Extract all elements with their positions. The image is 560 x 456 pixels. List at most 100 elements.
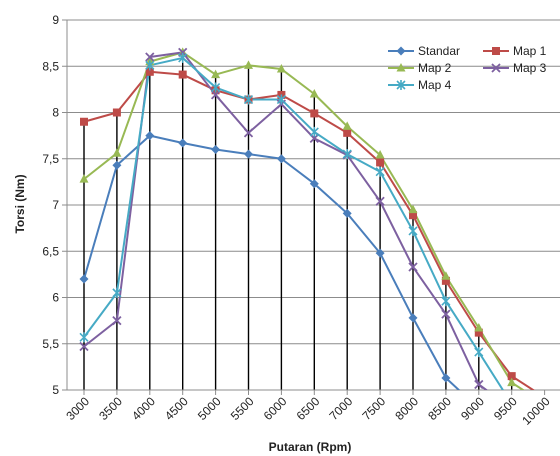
data-point-map-2 [474,323,484,332]
data-point-map-3 [309,133,319,144]
x-tick-label: 6000 [261,394,290,423]
data-point-map-4 [211,82,221,93]
data-point-map-1 [178,70,187,79]
data-point-map-1 [474,328,483,337]
y-tick-label: 5 [52,383,59,397]
data-point-map-4 [79,332,89,343]
legend-label: Map 4 [418,78,452,92]
data-point-map-2 [441,271,451,280]
data-point-map-3 [243,128,254,138]
y-tick-labels: 5 5,5 6 6,5 7 7,5 8 8,5 9 [42,13,59,397]
data-point-map-1 [507,372,516,381]
data-point-map-3 [112,315,122,326]
data-point-map-4 [178,52,188,63]
data-point-map-3 [145,52,155,62]
data-point-standar [375,248,385,258]
data-point-standar [112,160,122,170]
legend-label: Map 1 [513,44,547,58]
data-point-standar [244,149,253,159]
y-tick-label: 8,5 [42,59,59,73]
x-tick-label: 5000 [195,394,224,423]
drop-lines [83,52,513,390]
x-tick-label: 10000 [519,394,553,428]
data-point-map-2 [309,89,319,98]
y-tick-label: 5,5 [42,337,59,351]
legend-label: Map 3 [513,61,547,75]
x-tick-label: 8500 [425,394,454,423]
legend-swatch-marker [396,80,406,90]
x-tick-label: 4000 [129,394,158,423]
y-axis-title: Torsi (Nm) [13,174,27,233]
data-point-standar [408,313,418,323]
x-tick-label: 3500 [96,394,125,423]
legend: Standar Map 1 Map 2 Map 3 Map 4 [388,44,547,92]
data-point-standar [309,179,319,189]
data-point-standar [79,274,89,284]
data-point-map-4 [474,347,484,358]
data-point-standar [145,131,155,141]
data-point-map-4 [408,225,418,236]
series-markers [79,47,517,390]
x-tick-label: 7500 [359,394,388,423]
data-point-map-4 [342,149,352,160]
y-tick-label: 9 [52,13,59,27]
data-point-map-3 [408,262,418,272]
data-point-map-4 [243,94,254,105]
y-tick-label: 7 [52,198,59,212]
series-line-map-3 [83,51,489,390]
data-point-map-1 [112,108,121,117]
legend-swatch-marker [491,63,501,73]
legend-label: Standar [418,44,460,58]
data-point-map-3 [79,341,89,352]
data-point-map-1 [310,109,319,118]
data-point-map-4 [441,296,451,307]
x-tick-label: 9500 [491,394,520,423]
x-tick-label: 7000 [327,394,356,423]
data-point-map-2 [244,60,253,69]
data-point-map-4 [145,60,155,71]
axes [62,19,560,395]
data-point-standar [441,373,451,383]
data-point-map-3 [474,379,484,390]
data-point-map-1 [80,117,88,126]
x-tick-label: 9000 [458,394,487,423]
y-tick-label: 8 [52,106,59,120]
y-tick-label: 6 [52,291,59,305]
x-tick-label: 5500 [228,394,257,423]
data-point-map-2 [408,204,418,214]
legend-swatch-marker [492,47,500,55]
legend-swatch-marker [396,46,406,56]
data-point-map-4 [112,287,122,298]
data-point-map-4 [375,166,385,177]
y-tick-label: 6,5 [42,244,59,258]
data-point-map-3 [375,196,385,206]
x-tick-label: 4500 [162,394,191,423]
legend-swatch-marker [396,63,406,72]
data-point-map-2 [112,148,122,157]
data-point-map-3 [441,309,451,319]
y-tick-label: 7,5 [42,152,59,166]
data-point-standar [276,154,286,164]
data-point-map-4 [276,94,286,105]
data-point-map-3 [210,90,221,100]
gridlines [67,19,560,391]
data-point-map-1 [409,211,417,220]
data-point-map-2 [375,150,385,159]
data-point-map-2 [342,121,352,130]
x-tick-label: 6500 [294,394,323,423]
data-point-map-4 [309,126,319,137]
series-line-map-4 [83,56,505,390]
x-tick-label: 3000 [63,394,92,423]
data-point-map-2 [276,64,286,73]
data-point-map-1 [441,276,450,285]
legend-label: Map 2 [418,61,452,75]
x-axis-title: Putaran (Rpm) [269,440,352,454]
data-point-map-1 [343,128,352,137]
data-point-standar [178,138,188,148]
data-point-map-1 [376,158,385,167]
data-point-map-1 [145,67,154,76]
data-point-map-2 [507,377,517,387]
data-point-standar [342,208,352,218]
